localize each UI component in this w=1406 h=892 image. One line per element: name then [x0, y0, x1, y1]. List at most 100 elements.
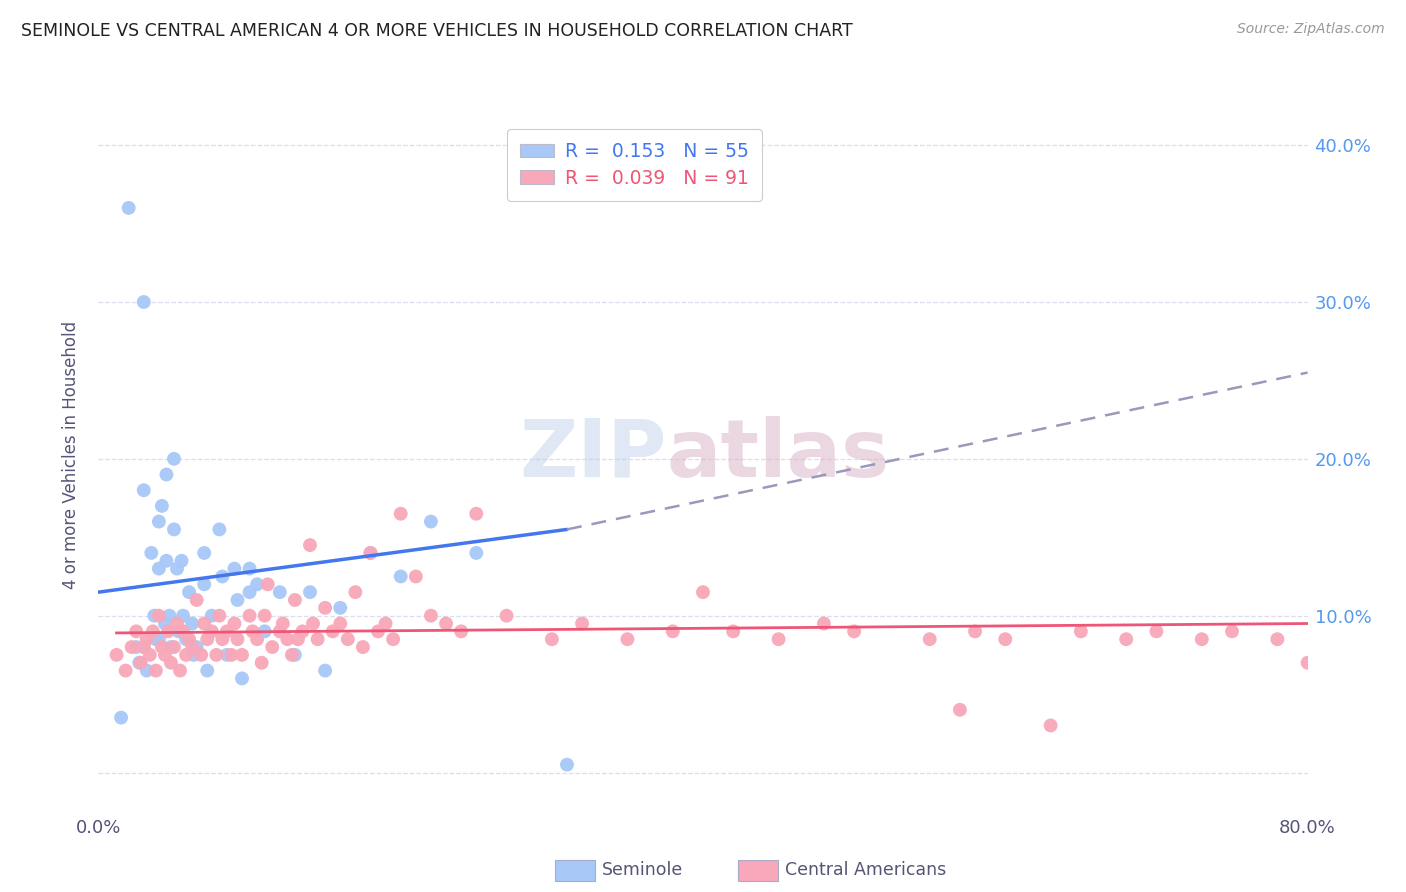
Point [495, 608, 517, 623]
Point [994, 632, 1017, 647]
Point [336, 632, 359, 647]
Point [389, 569, 412, 583]
Point [145, 664, 167, 678]
Point [1144, 624, 1167, 639]
Point [269, 585, 291, 599]
Point [253, 624, 276, 639]
Point [253, 608, 276, 623]
Point [420, 608, 443, 623]
Point [155, 554, 177, 568]
Point [239, 585, 262, 599]
Point [195, 664, 218, 678]
Point [360, 546, 382, 560]
Point [555, 757, 578, 772]
Point [844, 624, 866, 639]
Point [193, 546, 215, 560]
Point [129, 656, 152, 670]
Point [231, 672, 253, 686]
Point [314, 664, 336, 678]
Point [918, 632, 941, 647]
Point [389, 507, 412, 521]
Point [132, 640, 155, 654]
Point [186, 593, 208, 607]
Point [208, 523, 231, 537]
Point [302, 616, 325, 631]
Point [148, 632, 170, 647]
Point [211, 569, 233, 583]
Point [450, 624, 472, 639]
Point [190, 648, 212, 662]
Point [150, 640, 173, 654]
Point [768, 632, 790, 647]
Point [246, 577, 269, 591]
Point [186, 640, 208, 654]
Point [163, 523, 186, 537]
Point [360, 546, 382, 560]
Point [242, 624, 264, 639]
Point [105, 648, 128, 662]
Point [281, 648, 304, 662]
Point [163, 451, 186, 466]
Point [239, 608, 262, 623]
Point [231, 648, 253, 662]
Point [1039, 718, 1062, 732]
Point [153, 648, 176, 662]
Point [284, 593, 307, 607]
Point [160, 656, 183, 670]
Point [616, 632, 638, 647]
Point [166, 561, 188, 575]
Point [153, 616, 176, 631]
Point [215, 648, 238, 662]
Point [183, 648, 205, 662]
Point [163, 640, 186, 654]
Point [211, 632, 233, 647]
Point [271, 616, 294, 631]
Point [172, 608, 194, 623]
Point [125, 624, 148, 639]
Point [148, 515, 170, 529]
Point [121, 640, 143, 654]
Point [367, 624, 389, 639]
Point [256, 577, 278, 591]
Point [420, 515, 443, 529]
Point [226, 593, 249, 607]
Point [110, 711, 132, 725]
Point [246, 632, 269, 647]
Text: Central Americans: Central Americans [785, 861, 946, 879]
Point [179, 585, 201, 599]
Point [132, 640, 155, 654]
Point [344, 585, 367, 599]
Point [269, 624, 291, 639]
Point [276, 632, 298, 647]
Point [139, 648, 162, 662]
Point [118, 201, 141, 215]
Point [662, 624, 685, 639]
Point [287, 632, 309, 647]
Point [125, 640, 148, 654]
Point [284, 648, 307, 662]
Point [174, 632, 197, 647]
Point [159, 608, 181, 623]
Point [172, 624, 194, 639]
Point [239, 561, 262, 575]
Point [156, 624, 179, 639]
Point [307, 632, 329, 647]
Point [329, 616, 352, 631]
Point [145, 632, 167, 647]
Point [160, 640, 183, 654]
Point [193, 577, 215, 591]
Point [1115, 632, 1137, 647]
Point [322, 624, 344, 639]
Point [179, 632, 201, 647]
Point [434, 616, 457, 631]
Point [150, 499, 173, 513]
Point [201, 608, 224, 623]
Point [193, 616, 215, 631]
Point [142, 624, 165, 639]
Legend: R =  0.153   N = 55, R =  0.039   N = 91: R = 0.153 N = 55, R = 0.039 N = 91 [506, 129, 762, 201]
Point [155, 467, 177, 482]
Point [813, 616, 835, 631]
Point [1070, 624, 1092, 639]
Y-axis label: 4 or more Vehicles in Household: 4 or more Vehicles in Household [62, 321, 80, 589]
Point [949, 703, 972, 717]
